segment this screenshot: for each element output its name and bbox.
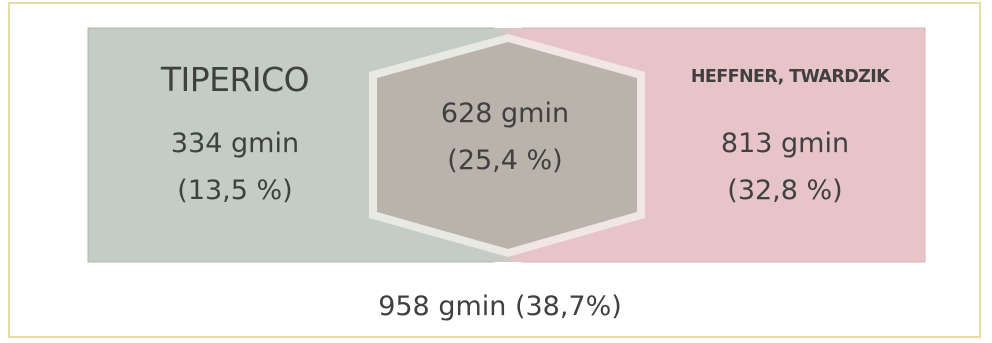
right-set-percent: (32,8 %) bbox=[727, 175, 843, 206]
left-set-count: 334 gmin bbox=[170, 128, 300, 159]
right-set-name: HEFFNER, TWARDZIK bbox=[690, 67, 890, 87]
left-set-name: TIPERICO bbox=[160, 60, 310, 99]
right-set-count: 813 gmin bbox=[720, 128, 850, 159]
intersection-hexagon bbox=[377, 42, 637, 249]
left-set-percent: (13,5 %) bbox=[177, 175, 293, 206]
intersection-percent: (25,4 %) bbox=[447, 145, 563, 176]
outside-count: 958 gmin (38,7%) bbox=[378, 291, 622, 322]
intersection-count: 628 gmin bbox=[440, 98, 570, 129]
